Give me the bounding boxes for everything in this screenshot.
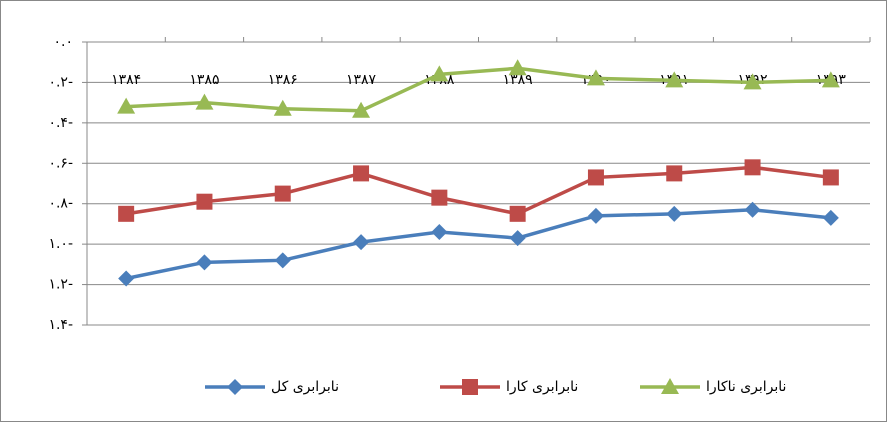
y-tick-label: ۱.۲- (48, 277, 73, 293)
marker (273, 99, 292, 116)
series-line (125, 208, 832, 281)
marker (509, 230, 526, 247)
y-tick-label: ۰.۲- (48, 74, 73, 90)
marker (430, 65, 449, 82)
marker (508, 59, 527, 76)
legend-label: نابرابری کل (271, 379, 339, 395)
marker (587, 169, 604, 186)
marker (118, 270, 135, 287)
marker (744, 159, 761, 176)
marker (665, 71, 684, 88)
marker (431, 189, 448, 206)
y-tick-label: ۱.۴- (48, 317, 73, 333)
marker (666, 165, 683, 182)
marker (196, 254, 213, 271)
x-tick-label: ۱۳۸۹ (503, 72, 533, 88)
marker (743, 73, 762, 90)
x-tick-label: ۱۳۸۵ (189, 72, 219, 88)
legend-label: نابرابری کارا (506, 379, 578, 395)
marker (117, 97, 136, 114)
marker (196, 193, 213, 210)
series-line (126, 66, 831, 113)
y-tick-label: ۱.۰- (48, 236, 73, 252)
marker (274, 252, 291, 269)
marker (587, 207, 604, 224)
marker (227, 379, 243, 395)
y-tick-label: ۰.۴- (48, 115, 73, 131)
x-tick-label: ۱۳۸۷ (346, 72, 377, 88)
marker (353, 234, 370, 251)
marker (353, 165, 370, 182)
marker (352, 101, 371, 118)
x-tick-label: ۱۳۸۴ (111, 72, 141, 88)
marker (509, 205, 526, 222)
marker (661, 378, 679, 394)
marker (744, 201, 761, 218)
y-tick-label: ۰.۶- (48, 155, 73, 171)
marker (821, 71, 840, 88)
marker (822, 169, 839, 186)
series-line (125, 165, 832, 216)
legend-label: نابرابری ناکارا (706, 379, 786, 395)
marker (586, 69, 605, 86)
marker (274, 185, 291, 202)
marker (462, 379, 478, 395)
x-tick-label: ۱۳۸۶ (268, 72, 298, 88)
y-tick-label: ۰.۸- (48, 196, 73, 212)
marker (666, 205, 683, 222)
marker (822, 209, 839, 226)
marker (431, 224, 448, 241)
marker (195, 93, 214, 110)
y-tick-label: ۰.۰ (54, 34, 74, 50)
marker (118, 205, 135, 222)
